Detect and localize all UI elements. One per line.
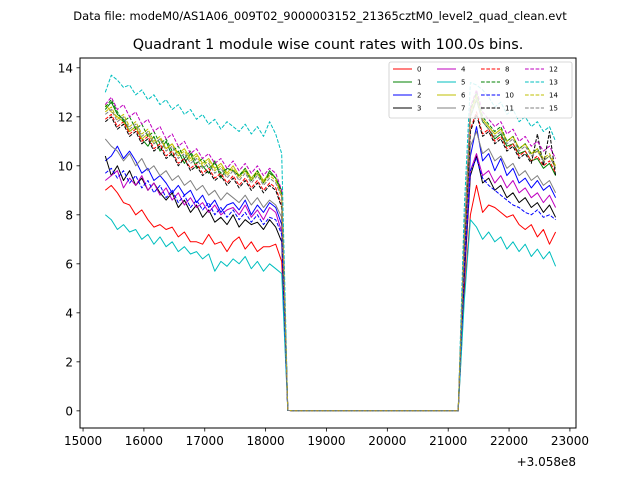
legend-label-0: 0 <box>417 66 421 74</box>
x-tick-label: 22000 <box>490 434 528 448</box>
legend-label-7: 7 <box>461 105 465 113</box>
y-tick-label: 2 <box>65 355 73 369</box>
legend-frame <box>388 61 573 119</box>
x-tick-label: 21000 <box>429 434 467 448</box>
legend-label-12: 12 <box>549 66 558 74</box>
y-tick-label: 4 <box>65 306 73 320</box>
legend-label-10: 10 <box>505 92 514 100</box>
x-tick-label: 23000 <box>551 434 589 448</box>
x-tick-label: 19000 <box>307 434 345 448</box>
legend-label-13: 13 <box>549 79 558 87</box>
x-tick-label: 15000 <box>64 434 102 448</box>
x-axis: 15000 16000 17000 18000 19000 20000 21000 22000… <box>64 428 589 448</box>
legend-label-9: 9 <box>505 79 509 87</box>
legend-label-6: 6 <box>461 92 466 100</box>
y-tick-label: 14 <box>58 61 73 75</box>
y-tick-label: 6 <box>65 257 73 271</box>
y-tick-label: 10 <box>58 159 73 173</box>
y-axis: 0 2 4 6 8 10 12 14 <box>58 61 80 418</box>
legend-label-11: 11 <box>505 105 514 113</box>
x-tick-label: 16000 <box>125 434 163 448</box>
legend-label-2: 2 <box>417 92 421 100</box>
y-tick-label: 0 <box>65 404 73 418</box>
legend-label-15: 15 <box>549 105 558 113</box>
x-tick-label: 20000 <box>368 434 406 448</box>
x-tick-label: 17000 <box>186 434 224 448</box>
axes-frame <box>79 57 577 429</box>
legend-label-14: 14 <box>549 92 558 100</box>
legend-label-4: 4 <box>461 66 466 74</box>
y-tick-label: 12 <box>58 110 73 124</box>
y-tick-label: 8 <box>65 208 73 222</box>
x-tick-label: 18000 <box>247 434 285 448</box>
legend-label-8: 8 <box>505 66 509 74</box>
legend-label-3: 3 <box>417 105 421 113</box>
chart-title: Quadrant 1 module wise count rates with … <box>133 37 524 53</box>
legend-label-5: 5 <box>461 79 465 87</box>
x-offset-label: +3.058e8 <box>517 455 576 469</box>
chart-suptitle: Data file: modeM0/AS1A06_009T02_90000031… <box>73 9 567 23</box>
legend-label-1: 1 <box>417 79 421 87</box>
